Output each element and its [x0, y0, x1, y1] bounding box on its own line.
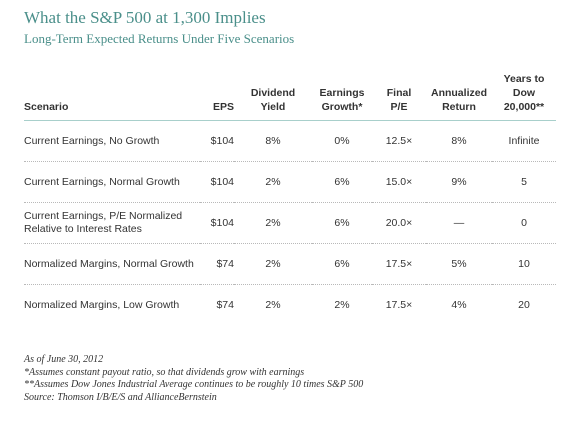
- header-earnings-growth-text: Earnings Growth*: [319, 87, 365, 113]
- header-final-pe: Final P/E: [372, 72, 426, 121]
- cell-eps: $104: [200, 202, 234, 244]
- cell-earnings-growth: 6%: [312, 202, 372, 244]
- header-annualized-return: Annualized Return: [426, 72, 492, 121]
- cell-scenario: Current Earnings, No Growth: [24, 120, 200, 162]
- cell-dividend-yield: 2%: [265, 298, 281, 311]
- cell-final-pe: 12.5×: [372, 120, 426, 162]
- cell-dividend-yield: 2%: [234, 161, 312, 203]
- as-of-date: As of June 30, 2012: [24, 354, 104, 365]
- table-row: Current Earnings, Normal Growth $104 2% …: [24, 161, 556, 203]
- table-row: Normalized Margins, Normal Growth $74 2%…: [24, 243, 556, 285]
- cell-annualized-return: 5%: [426, 243, 492, 285]
- cell-years-to-dow: 20: [518, 298, 530, 311]
- header-scenario: Scenario: [24, 72, 200, 121]
- cell-years-to-dow: 10: [492, 243, 556, 285]
- cell-eps: $74: [200, 243, 234, 285]
- header-annualized-return-text: Annualized Return: [430, 87, 487, 113]
- table-row: Normalized Margins, Low Growth $74 2% 2%…: [24, 285, 556, 326]
- cell-final-pe: 17.5×: [385, 298, 413, 311]
- cell-final-pe: 20.0×: [372, 202, 426, 244]
- scenario-table: Scenario EPS Dividend Yield Earnings Gro…: [24, 72, 556, 326]
- footnote-dow: **Assumes Dow Jones Industrial Average c…: [24, 379, 364, 390]
- cell-scenario: Normalized Margins, Low Growth: [24, 298, 180, 311]
- cell-earnings-growth: 6%: [312, 161, 372, 203]
- header-dividend-yield-text: Dividend Yield: [250, 87, 296, 113]
- table-row: Current Earnings, P/E Normalized Relativ…: [24, 202, 556, 244]
- cell-earnings-growth: 6%: [312, 243, 372, 285]
- source-note: Source: Thomson I/B/E/S and AllianceBern…: [24, 391, 217, 403]
- cell-dividend-yield: 8%: [234, 120, 312, 162]
- cell-dividend-yield: 2%: [234, 202, 312, 244]
- cell-dividend-yield: 2%: [234, 243, 312, 285]
- cell-years-to-dow: 0: [492, 202, 556, 244]
- header-earnings-growth: Earnings Growth*: [312, 72, 372, 121]
- page-subtitle: Long-Term Expected Returns Under Five Sc…: [24, 31, 295, 46]
- table-header-row: Scenario EPS Dividend Yield Earnings Gro…: [24, 72, 556, 121]
- cell-eps: $104: [200, 120, 234, 162]
- cell-annualized-return: 9%: [426, 161, 492, 203]
- table-row: Current Earnings, No Growth $104 8% 0% 1…: [24, 120, 556, 162]
- header-final-pe-text: Final P/E: [386, 87, 412, 113]
- footnote-payout: *Assumes constant payout ratio, so that …: [24, 366, 305, 378]
- header-years-to-dow: Years to Dow 20,000**: [492, 72, 556, 121]
- cell-scenario: Current Earnings, P/E Normalized Relativ…: [24, 202, 200, 244]
- cell-eps: $74: [216, 298, 234, 311]
- cell-years-to-dow: 5: [492, 161, 556, 203]
- header-dividend-yield: Dividend Yield: [234, 72, 312, 121]
- cell-years-to-dow: Infinite: [492, 120, 556, 162]
- header-years-to-dow-text: Years to Dow 20,000**: [503, 73, 545, 113]
- cell-eps: $104: [200, 161, 234, 203]
- cell-final-pe: 17.5×: [372, 243, 426, 285]
- cell-annualized-return: —: [426, 202, 492, 244]
- cell-scenario: Current Earnings, Normal Growth: [24, 161, 200, 203]
- header-eps: EPS: [200, 72, 234, 121]
- cell-annualized-return: 8%: [426, 120, 492, 162]
- cell-earnings-growth: 2%: [334, 298, 350, 311]
- cell-annualized-return: 4%: [451, 298, 467, 311]
- cell-scenario: Normalized Margins, Normal Growth: [24, 243, 200, 285]
- footnotes: As of June 30, 2012 *Assumes constant pa…: [24, 354, 363, 404]
- cell-earnings-growth: 0%: [312, 120, 372, 162]
- page-title: What the S&P 500 at 1,300 Implies: [24, 8, 266, 27]
- cell-final-pe: 15.0×: [372, 161, 426, 203]
